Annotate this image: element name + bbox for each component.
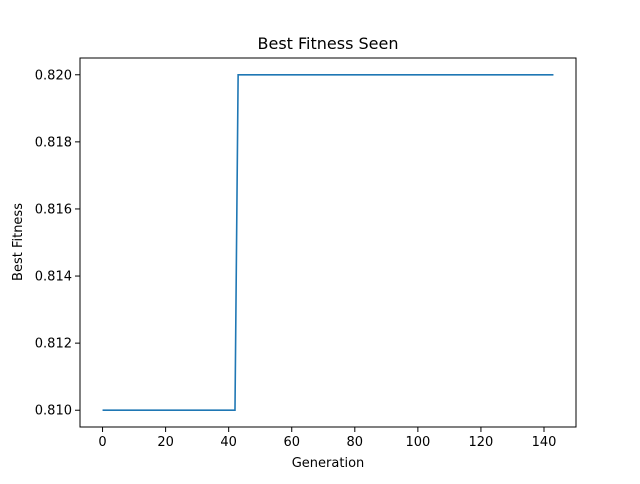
y-axis-label: Best Fitness xyxy=(11,203,26,281)
x-tick-label: 80 xyxy=(347,435,364,450)
x-tick-label: 60 xyxy=(283,435,300,450)
series-line xyxy=(102,73,554,412)
y-tick-label: 0.810 xyxy=(35,404,72,419)
chart-title: Best Fitness Seen xyxy=(258,34,399,53)
y-tick-label: 0.812 xyxy=(35,337,72,352)
y-tick-label: 0.818 xyxy=(35,135,72,150)
y-axis-ticks: 0.810 0.812 0.814 0.816 0.818 0.820 xyxy=(35,68,80,419)
x-tick-label: 140 xyxy=(532,435,557,450)
x-tick-label: 40 xyxy=(220,435,237,450)
x-tick-label: 20 xyxy=(157,435,174,450)
y-tick-label: 0.814 xyxy=(35,270,72,285)
y-tick-label: 0.816 xyxy=(35,202,72,217)
x-axis-label: Generation xyxy=(292,456,365,471)
series-layer xyxy=(102,73,554,412)
x-tick-label: 0 xyxy=(98,435,106,450)
y-tick-label: 0.820 xyxy=(35,68,72,83)
x-axis-ticks: 0 20 40 60 80 100 120 140 xyxy=(98,427,556,450)
plot-area-frame xyxy=(79,57,577,428)
x-tick-label: 100 xyxy=(405,435,430,450)
x-tick-label: 120 xyxy=(469,435,494,450)
